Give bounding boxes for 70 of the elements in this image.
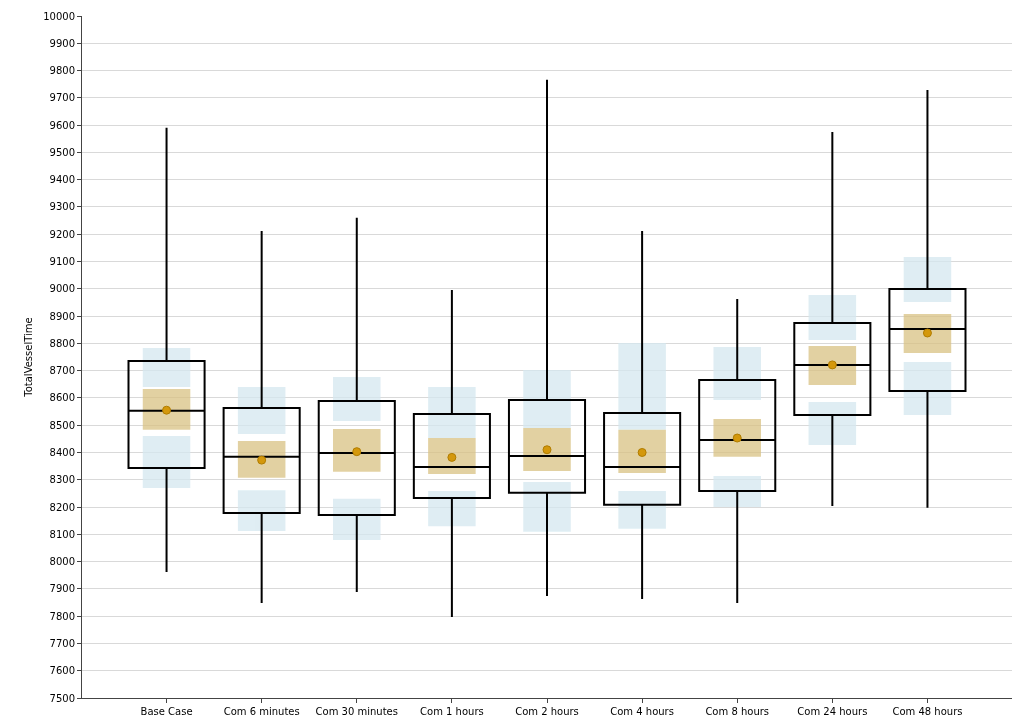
bar <box>428 387 476 439</box>
x-tick-label: Com 24 hours <box>797 706 868 717</box>
y-tick-label: 9400 <box>49 174 75 186</box>
bar <box>618 429 666 473</box>
bar <box>713 418 762 457</box>
bar <box>332 429 381 472</box>
y-tick-label: 9300 <box>49 201 75 213</box>
y-tick-label: 7500 <box>49 692 75 704</box>
x-tick-label: Com 6 minutes <box>223 706 300 717</box>
y-tick-label: 8500 <box>49 419 75 431</box>
x-tick-label: Com 30 minutes <box>315 706 398 717</box>
bar <box>903 256 952 302</box>
y-tick-label: 8600 <box>49 392 75 404</box>
bar <box>428 490 476 527</box>
bar <box>523 427 571 472</box>
x-tick-label: Com 2 hours <box>515 706 579 717</box>
x-tick-label: Com 4 hours <box>610 706 674 717</box>
x-tick-label: Com 1 hours <box>420 706 484 717</box>
bar <box>618 343 666 430</box>
y-tick-label: 9500 <box>49 146 75 158</box>
bar <box>428 438 476 475</box>
bar <box>237 441 286 478</box>
y-tick-label: 8000 <box>49 556 75 568</box>
bar <box>808 295 857 341</box>
y-axis-title: TotalVesselTime <box>23 317 35 398</box>
bar <box>142 348 191 388</box>
point <box>542 445 552 455</box>
point <box>447 452 457 462</box>
y-tick-label: 8900 <box>49 310 75 322</box>
y-tick-label: 8200 <box>49 501 75 513</box>
y-tick-label: 9000 <box>49 283 75 295</box>
y-tick-label: 8800 <box>49 337 75 349</box>
bar <box>332 376 381 422</box>
y-tick-label: 10000 <box>43 10 75 22</box>
point <box>352 447 362 457</box>
bar <box>523 481 571 532</box>
x-tick-label: Com 8 hours <box>705 706 770 717</box>
point <box>162 405 172 415</box>
y-tick-label: 7900 <box>49 583 75 595</box>
y-tick-label: 9100 <box>49 256 75 268</box>
bar <box>237 490 286 532</box>
point <box>922 328 932 338</box>
bar <box>142 388 191 430</box>
bar <box>808 346 857 386</box>
y-tick-label: 9800 <box>49 65 75 77</box>
y-tick-label: 8100 <box>49 528 75 540</box>
y-tick-label: 9700 <box>49 92 75 104</box>
point <box>827 360 837 370</box>
point <box>732 433 742 443</box>
y-tick-label: 8300 <box>49 474 75 486</box>
x-tick-label: Com 48 hours <box>892 706 963 717</box>
x-tick-label: Base Case <box>140 706 193 717</box>
bar <box>523 370 571 428</box>
y-tick-label: 8400 <box>49 446 75 458</box>
y-tick-label: 9200 <box>49 228 75 240</box>
y-tick-label: 7800 <box>49 610 75 622</box>
y-tick-label: 9900 <box>49 37 75 49</box>
bar <box>237 387 286 434</box>
y-tick-label: 9600 <box>49 119 75 131</box>
point <box>637 447 647 457</box>
point <box>257 455 267 465</box>
bar <box>808 402 857 446</box>
bar <box>332 498 381 541</box>
bar <box>618 490 666 529</box>
bar <box>142 436 191 488</box>
bar <box>713 346 762 401</box>
bar <box>903 361 952 416</box>
y-tick-label: 7700 <box>49 637 75 649</box>
y-tick-label: 8700 <box>49 365 75 377</box>
y-tick-label: 7600 <box>49 665 75 677</box>
